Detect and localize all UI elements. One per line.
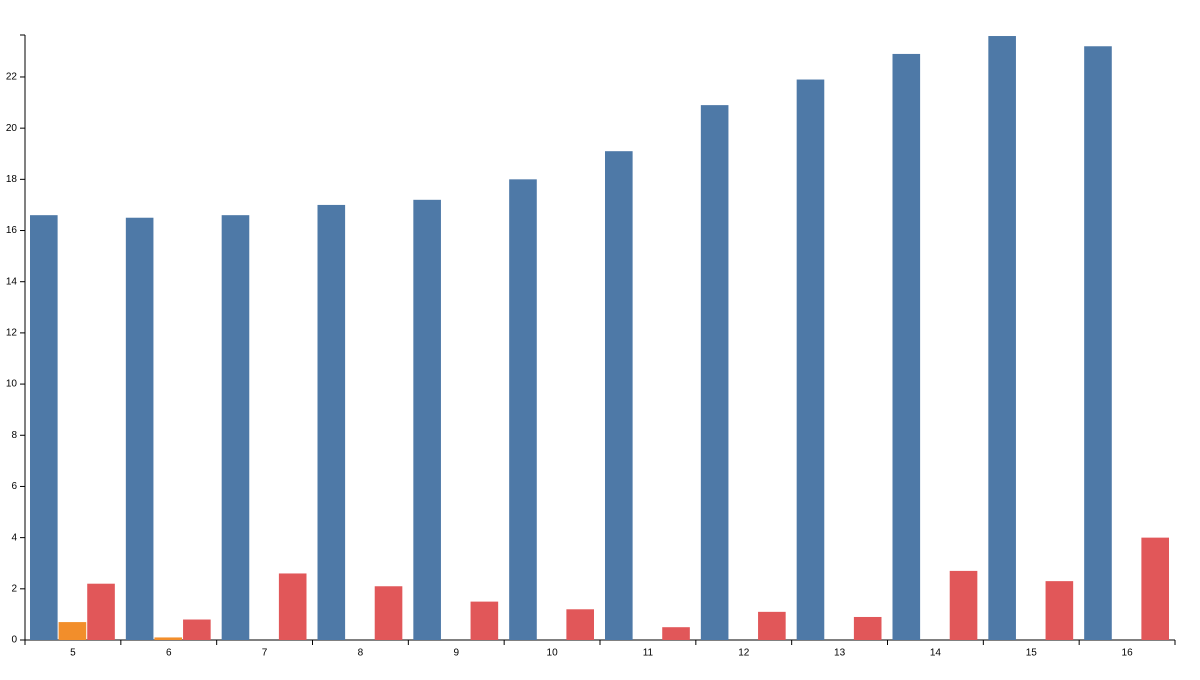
bar xyxy=(58,622,87,640)
bar xyxy=(1084,46,1112,641)
bar xyxy=(796,79,825,640)
bar xyxy=(853,616,882,640)
bar xyxy=(605,151,633,640)
bar xyxy=(662,627,690,640)
x-tick-label: 7 xyxy=(262,648,268,659)
x-tick-label: 10 xyxy=(547,648,559,659)
x-tick-label: 15 xyxy=(1026,648,1038,659)
y-tick-label: 12 xyxy=(6,328,18,339)
x-tick-label: 13 xyxy=(834,648,846,659)
bar xyxy=(183,619,211,640)
bar xyxy=(154,637,183,640)
bar xyxy=(1045,581,1074,640)
bar xyxy=(413,199,441,640)
x-tick-label: 14 xyxy=(930,648,942,659)
x-tick-label: 6 xyxy=(166,648,172,659)
bar xyxy=(700,105,729,640)
x-tick-label: 16 xyxy=(1122,648,1134,659)
y-tick-label: 8 xyxy=(11,430,17,441)
bar xyxy=(125,217,154,640)
bar xyxy=(949,570,978,640)
bar xyxy=(374,586,403,640)
bar xyxy=(470,601,499,640)
bar xyxy=(87,583,115,640)
y-tick-label: 20 xyxy=(6,123,18,134)
y-tick-label: 14 xyxy=(6,276,18,287)
x-tick-label: 8 xyxy=(358,648,364,659)
y-tick-label: 6 xyxy=(11,481,17,492)
y-tick-label: 18 xyxy=(6,174,18,185)
y-tick-label: 16 xyxy=(6,225,18,236)
bar xyxy=(221,215,250,641)
x-tick-label: 12 xyxy=(738,648,750,659)
bar xyxy=(317,204,346,640)
bar xyxy=(509,179,537,641)
y-tick-label: 2 xyxy=(11,583,17,594)
y-tick-label: 22 xyxy=(6,72,18,83)
bar xyxy=(988,36,1016,641)
bar xyxy=(30,215,58,641)
x-tick-label: 5 xyxy=(70,648,76,659)
bar xyxy=(892,53,921,641)
y-tick-label: 4 xyxy=(11,532,17,543)
bar xyxy=(278,573,307,640)
bar xyxy=(566,609,594,640)
x-tick-label: 11 xyxy=(643,648,654,659)
bar xyxy=(758,611,786,640)
bar xyxy=(1141,537,1169,640)
y-tick-label: 10 xyxy=(6,379,18,390)
x-tick-label: 9 xyxy=(453,648,459,659)
y-tick-label: 0 xyxy=(11,635,17,646)
